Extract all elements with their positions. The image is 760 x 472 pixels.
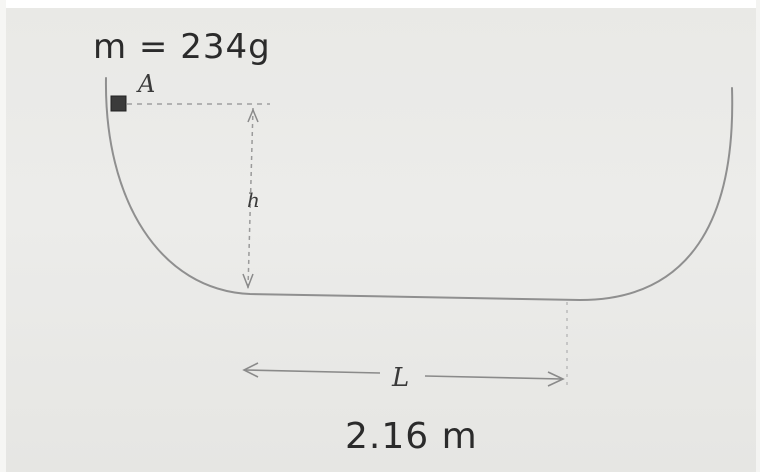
block-a (110, 95, 127, 112)
height-arrow-bottom (242, 273, 254, 290)
length-value-label: 2.16 m (345, 416, 478, 457)
paper-left-edge (0, 0, 6, 472)
paper-right-edge (756, 0, 760, 472)
length-arrow-left (242, 362, 259, 378)
height-dimension-line (247, 107, 254, 289)
track-curve (104, 77, 734, 302)
height-label: h (247, 188, 260, 212)
mass-label: m = 234g (93, 27, 271, 67)
height-arrow-top (247, 108, 259, 123)
length-dimension-line-left (244, 369, 381, 374)
paper-top-edge (0, 0, 760, 8)
point-a-label: A (136, 70, 155, 98)
length-arrow-right (547, 371, 565, 387)
length-label: L (391, 363, 409, 393)
length-dimension-line-right (424, 375, 563, 380)
